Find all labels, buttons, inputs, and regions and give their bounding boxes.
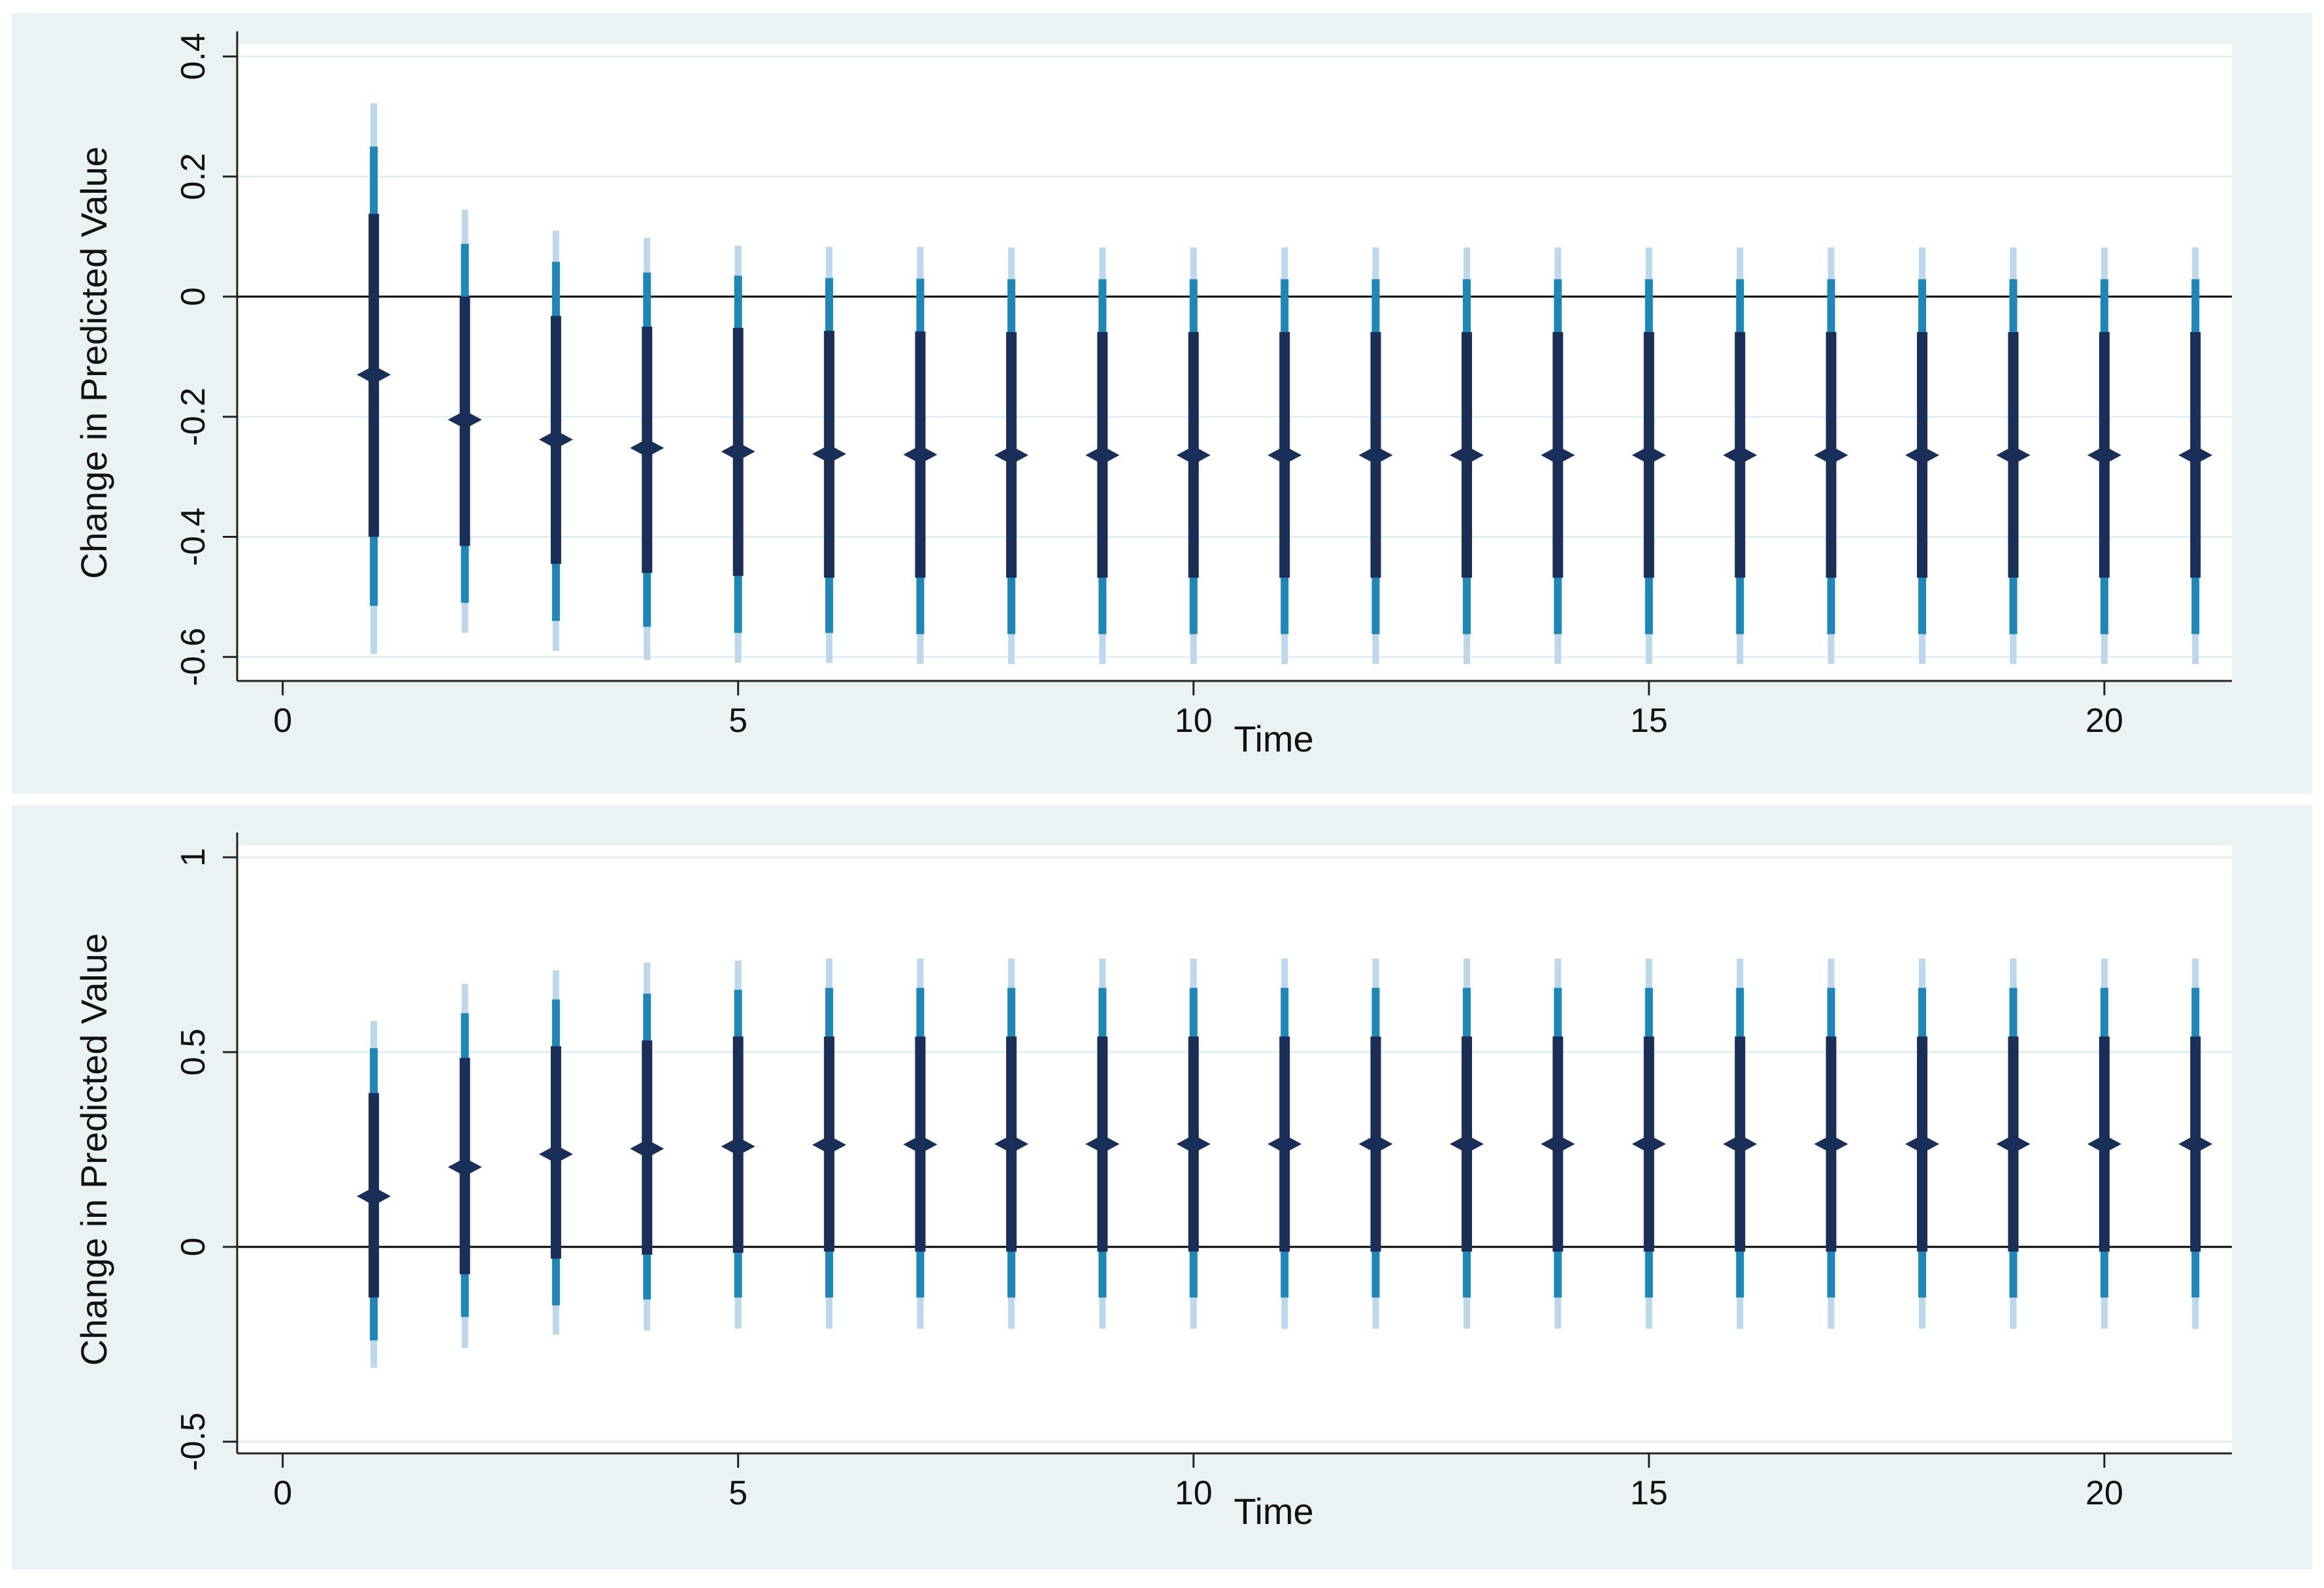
x-tick-label: 10 <box>1175 702 1213 740</box>
point-estimate <box>994 446 1028 465</box>
y-tick-label: -0.6 <box>174 627 212 686</box>
y-tick-label: 0.4 <box>174 33 212 80</box>
point-estimate <box>1723 446 1758 465</box>
y-tick-label: -0.2 <box>174 388 212 446</box>
x-tick-label: 0 <box>273 702 292 740</box>
point-estimate <box>1085 1134 1120 1153</box>
point-estimate <box>1631 446 1666 465</box>
y-tick-label: -0.4 <box>174 508 212 567</box>
chart-panel-bottom: -0.5 0 0.5 1 0 5 10 15 20 Time Change in Predicted… <box>12 805 2312 1570</box>
y-tick-label: 0.2 <box>174 153 212 200</box>
x-tick-label: 5 <box>728 1474 747 1512</box>
x-tick-label: 0 <box>273 1474 292 1512</box>
chart-top: -0.6 -0.4 -0.2 0 0.2 0.4 0 5 10 15 20 Time Change in… <box>73 31 2232 759</box>
point-estimate <box>1814 1134 1848 1153</box>
x-tick-label: 20 <box>2086 702 2123 740</box>
y-tick-label: 1 <box>174 848 212 867</box>
point-estimate <box>1449 446 1484 465</box>
point-estimate <box>538 1145 573 1164</box>
point-estimate <box>448 1157 482 1176</box>
point-estimate <box>630 1139 664 1158</box>
point-estimate <box>2087 1134 2121 1153</box>
point-estimate <box>1905 1134 1940 1153</box>
point-estimate <box>1085 446 1120 465</box>
point-estimate <box>1358 446 1393 465</box>
point-estimate <box>812 444 847 463</box>
point-estimate <box>357 1187 391 1206</box>
point-estimate <box>2087 446 2121 465</box>
y-tick-label: 0 <box>174 1238 212 1257</box>
point-estimate <box>721 442 755 461</box>
point-estimate <box>1268 446 1302 465</box>
point-estimate <box>1541 446 1575 465</box>
point-estimate <box>1631 1134 1666 1153</box>
x-axis-title: Time <box>1234 1491 1313 1532</box>
point-estimate <box>2178 446 2213 465</box>
y-tick-label: 0 <box>174 287 212 306</box>
point-estimate <box>721 1137 755 1156</box>
point-estimate <box>903 445 938 464</box>
point-estimate <box>1996 446 2031 465</box>
point-estimate <box>1449 1134 1484 1153</box>
y-axis-title: Change in Predicted Value <box>73 933 114 1366</box>
plot-area <box>237 44 2232 681</box>
point-estimate <box>1814 446 1848 465</box>
chart-panel-top: -0.6 -0.4 -0.2 0 0.2 0.4 0 5 10 15 20 Time Change in… <box>12 13 2312 794</box>
x-tick-label: 10 <box>1175 1474 1213 1512</box>
point-estimate <box>1268 1134 1302 1153</box>
y-tick-label: 0.5 <box>174 1029 212 1076</box>
point-estimate <box>1358 1134 1393 1153</box>
point-estimate <box>538 430 573 449</box>
x-tick-label: 15 <box>1630 702 1668 740</box>
plot-area <box>237 846 2232 1453</box>
point-estimate <box>994 1134 1028 1153</box>
point-estimate <box>1541 1134 1575 1153</box>
point-estimate <box>903 1135 938 1154</box>
point-estimate <box>448 410 482 429</box>
x-axis-title: Time <box>1234 718 1313 759</box>
y-tick-label: -0.5 <box>174 1412 212 1471</box>
x-tick-label: 5 <box>728 702 747 740</box>
x-tick-label: 15 <box>1630 1474 1668 1512</box>
point-estimate <box>357 365 391 384</box>
point-estimate <box>1176 1134 1211 1153</box>
point-estimate <box>812 1135 847 1154</box>
point-estimate <box>1905 446 1940 465</box>
point-estimate <box>1723 1134 1758 1153</box>
point-estimate <box>1996 1134 2031 1153</box>
y-axis-title: Change in Predicted Value <box>73 146 114 579</box>
point-estimate <box>2178 1134 2213 1153</box>
x-tick-label: 20 <box>2086 1474 2123 1512</box>
point-estimate <box>1176 446 1211 465</box>
point-estimate <box>630 438 664 457</box>
